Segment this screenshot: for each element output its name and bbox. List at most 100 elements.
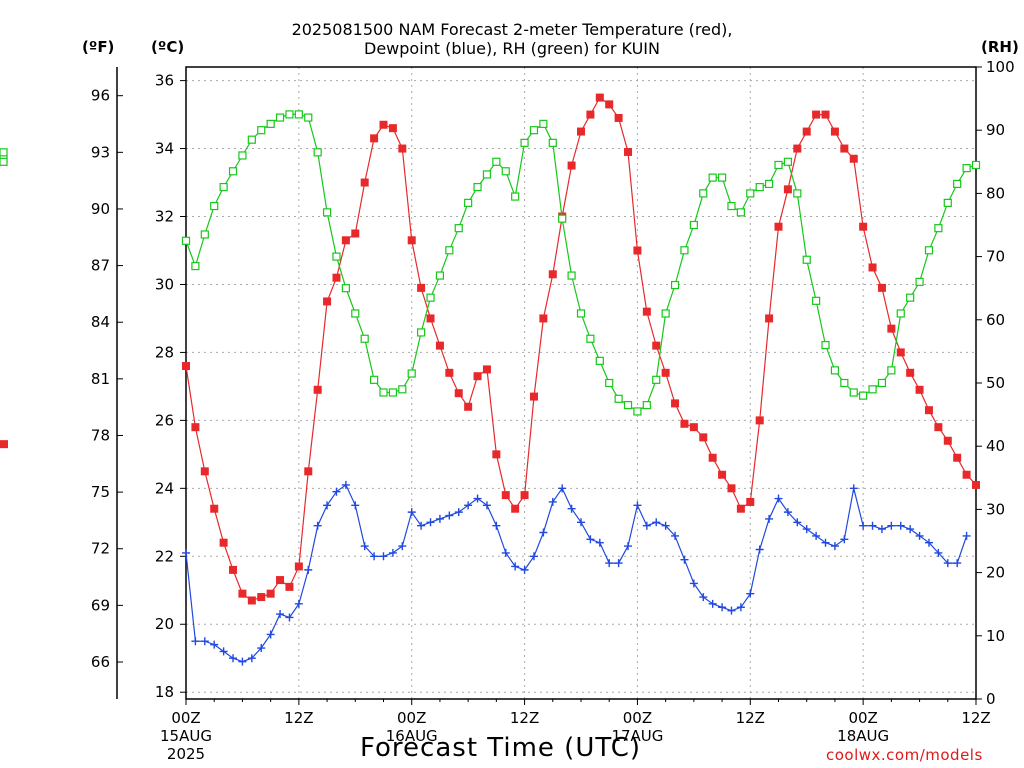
rh-point <box>341 284 350 293</box>
temperature-point <box>812 110 821 119</box>
temperature-point <box>802 127 811 136</box>
rh-point <box>511 192 520 201</box>
rh-point <box>764 179 774 189</box>
rh-point <box>464 198 473 207</box>
rh-point <box>586 334 595 343</box>
temperature-point <box>323 297 332 306</box>
dewpoint-point <box>511 562 520 571</box>
dewpoint-point <box>605 559 614 568</box>
temperature-point <box>200 467 209 476</box>
temperature-point <box>849 154 858 163</box>
rh-point <box>793 189 802 198</box>
dewpoint-point <box>793 518 802 527</box>
dewpoint-point <box>482 501 491 510</box>
temperature-point <box>586 110 595 119</box>
rh-point <box>595 356 604 365</box>
dewpoint-point <box>426 518 435 527</box>
temperature-point <box>313 385 322 394</box>
temperature-point <box>417 283 426 292</box>
temperature-point <box>492 450 501 459</box>
dewpoint-point <box>567 504 576 513</box>
x-tick-label: 17AUG <box>611 727 663 745</box>
dewpoint-point <box>360 542 369 551</box>
dewpoint-point <box>539 528 548 537</box>
dewpoint-point <box>398 542 407 551</box>
rh-point <box>238 151 247 160</box>
dewpoint-point <box>859 521 868 530</box>
f-tick-label: 90 <box>91 200 110 218</box>
x-tick-label: 12Z <box>961 709 990 727</box>
dewpoint-point <box>454 508 463 517</box>
temperature-point <box>379 120 388 129</box>
temperature-point <box>877 283 886 292</box>
celsius-axis-unit: (ºC) <box>151 38 185 56</box>
dewpoint-point <box>341 480 350 489</box>
rh-point <box>360 334 369 343</box>
temperature-point <box>370 134 379 143</box>
dewpoint-point <box>633 501 642 510</box>
rh-point <box>304 113 313 122</box>
dewpoint-point <box>210 640 219 649</box>
c-tick-label: 30 <box>155 275 174 293</box>
dewpoint-point <box>595 538 604 547</box>
temperature-point <box>266 589 275 598</box>
chart-title-line-2: Dewpoint (blue), RH (green) for KUIN <box>364 39 660 58</box>
dewpoint-point <box>840 535 849 544</box>
rh-tick-label: 20 <box>986 564 1005 582</box>
dewpoint-point <box>285 613 294 622</box>
rh-tick-label: 80 <box>986 184 1005 202</box>
rh-point <box>548 138 557 147</box>
rh-point <box>529 126 539 135</box>
x-tick-label: 00Z <box>171 709 200 727</box>
temperature-point <box>868 263 877 272</box>
temperature-point <box>595 93 604 102</box>
temperature-point <box>755 416 764 425</box>
chart-title-line-1: 2025081500 NAM Forecast 2-meter Temperat… <box>291 20 733 39</box>
dewpoint-point <box>671 531 680 540</box>
rh-point <box>623 401 633 410</box>
rh-point <box>567 271 576 280</box>
rh-point <box>802 255 811 264</box>
temperature-point <box>210 504 219 513</box>
dewpoint-point <box>464 501 473 510</box>
dewpoint-point <box>783 508 792 517</box>
dewpoint-point <box>501 548 510 557</box>
dewpoint-point <box>332 487 341 496</box>
temperature-point <box>511 504 520 513</box>
rh-point <box>398 385 407 394</box>
rh-point <box>445 246 454 255</box>
temperature-point <box>840 144 849 153</box>
x-tick-label: 18AUG <box>837 727 889 745</box>
rh-point <box>435 271 445 280</box>
rh-point <box>840 378 849 388</box>
rh-point <box>736 208 745 217</box>
fahrenheit-axis-unit: (ºF) <box>82 38 115 56</box>
dewpoint-point <box>943 559 952 568</box>
x-tick-label: 2025 <box>167 745 205 763</box>
c-tick-label: 28 <box>155 343 174 361</box>
axes <box>116 66 982 705</box>
temperature-point <box>906 368 915 377</box>
dewpoint-point <box>229 654 238 663</box>
dewpoint-point <box>247 654 256 663</box>
temperature-point <box>887 324 896 333</box>
dewpoint-point <box>257 644 266 653</box>
rh-point <box>482 170 492 179</box>
rh-point <box>313 148 322 157</box>
dewpoint-point <box>718 603 727 612</box>
temperature-point <box>727 484 736 493</box>
rh-point <box>0 148 8 157</box>
temperature-point <box>896 348 905 357</box>
temperature-point <box>539 314 548 323</box>
rh-point <box>247 135 256 144</box>
temperature-point <box>689 423 698 432</box>
f-tick-label: 93 <box>91 143 110 161</box>
rh-point <box>200 230 209 239</box>
c-tick-label: 26 <box>155 411 174 429</box>
dewpoint-point <box>200 637 209 646</box>
f-tick-label: 66 <box>91 653 110 671</box>
rh-point <box>680 246 689 255</box>
temperature-point <box>454 389 463 398</box>
dewpoint-point <box>407 508 416 517</box>
dewpoint-point <box>294 599 303 608</box>
